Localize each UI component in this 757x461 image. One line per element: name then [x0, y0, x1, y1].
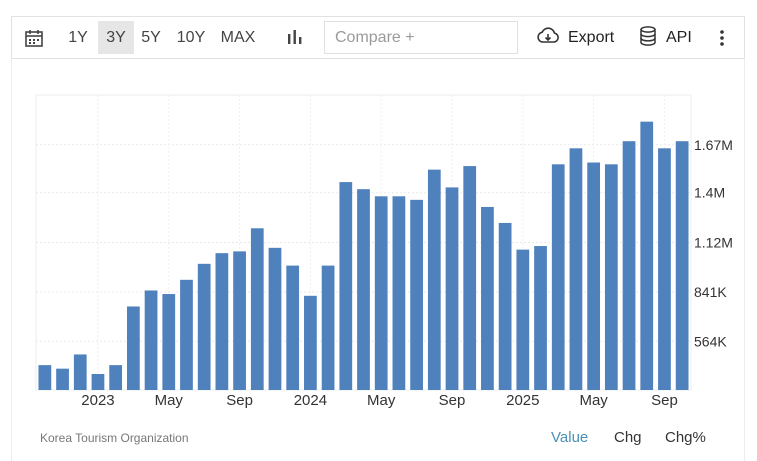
bar — [675, 141, 689, 390]
bar — [498, 222, 512, 390]
bar — [56, 368, 69, 390]
bar-chart: 564K 841K 1.12M 1.4M 1.67M 2023 May Sep 2024 May S… — [35, 94, 733, 409]
bar — [551, 164, 565, 390]
bar — [250, 228, 264, 390]
export-button[interactable]: Export — [536, 23, 614, 53]
x-tick-label: Sep — [651, 392, 678, 409]
x-tick-label: Sep — [226, 392, 253, 409]
mode-chg-percent-button[interactable]: Chg% — [665, 429, 706, 446]
y-tick-label: 841K — [694, 284, 727, 300]
bar — [445, 187, 459, 390]
y-tick-label: 1.4M — [694, 185, 725, 201]
x-tick-label: 2025 — [506, 392, 539, 409]
bar — [569, 148, 583, 390]
bar — [622, 141, 636, 390]
bar — [516, 249, 530, 390]
x-tick-label: 2023 — [81, 392, 114, 409]
range-button-10y[interactable]: 10Y — [176, 29, 206, 46]
bar — [268, 247, 282, 390]
bar — [640, 121, 654, 391]
range-button-5y[interactable]: 5Y — [141, 29, 161, 46]
bar — [73, 354, 87, 390]
y-tick-label: 1.67M — [694, 137, 733, 153]
database-icon — [638, 25, 658, 52]
source-label: Korea Tourism Organization — [40, 431, 189, 445]
bar — [427, 169, 441, 390]
bar — [304, 295, 317, 390]
bar — [197, 263, 211, 390]
bar — [481, 206, 494, 390]
x-tick-label: 2024 — [294, 392, 327, 409]
api-button[interactable]: API — [638, 23, 692, 53]
mode-value-button[interactable]: Value — [551, 429, 589, 446]
y-tick-label: 1.12M — [694, 235, 733, 251]
x-tick-label: May — [155, 392, 184, 409]
range-button-1y[interactable]: 1Y — [68, 29, 88, 46]
bar-chart-icon[interactable] — [286, 28, 304, 46]
bar — [286, 265, 300, 390]
bar — [233, 251, 246, 390]
bar — [463, 166, 477, 390]
bar — [38, 365, 52, 390]
bar — [91, 374, 105, 390]
x-tick-label: May — [579, 392, 608, 409]
api-label: API — [666, 29, 692, 46]
x-tick-label: Sep — [439, 392, 466, 409]
bar — [339, 182, 353, 390]
bar — [126, 306, 140, 390]
bar — [321, 265, 335, 390]
x-tick-label: May — [367, 392, 396, 409]
bar — [658, 148, 671, 390]
bar — [109, 365, 123, 390]
compare-input[interactable] — [324, 21, 518, 54]
export-label: Export — [568, 29, 615, 46]
bar — [180, 279, 193, 390]
bar — [410, 199, 423, 390]
bar — [534, 246, 547, 390]
y-tick-label: 564K — [694, 333, 727, 349]
bar — [357, 189, 370, 390]
bar — [392, 196, 406, 390]
bar — [215, 253, 229, 390]
range-button-3y[interactable]: 3Y — [98, 21, 134, 54]
bar — [144, 290, 158, 390]
bar — [587, 162, 601, 390]
range-button-max[interactable]: MAX — [220, 29, 256, 46]
bar — [374, 196, 388, 390]
chart-panel: 564K 841K 1.12M 1.4M 1.67M 2023 May Sep 2024 May S… — [11, 58, 745, 461]
calendar-icon[interactable] — [24, 28, 44, 48]
more-vertical-icon[interactable] — [716, 27, 728, 49]
bar — [162, 294, 176, 390]
chart-toolbar: 1Y 3Y 5Y 10Y MAX Export — [11, 16, 745, 59]
mode-chg-button[interactable]: Chg — [614, 429, 642, 446]
bar — [604, 164, 618, 390]
cloud-download-icon — [536, 26, 560, 51]
